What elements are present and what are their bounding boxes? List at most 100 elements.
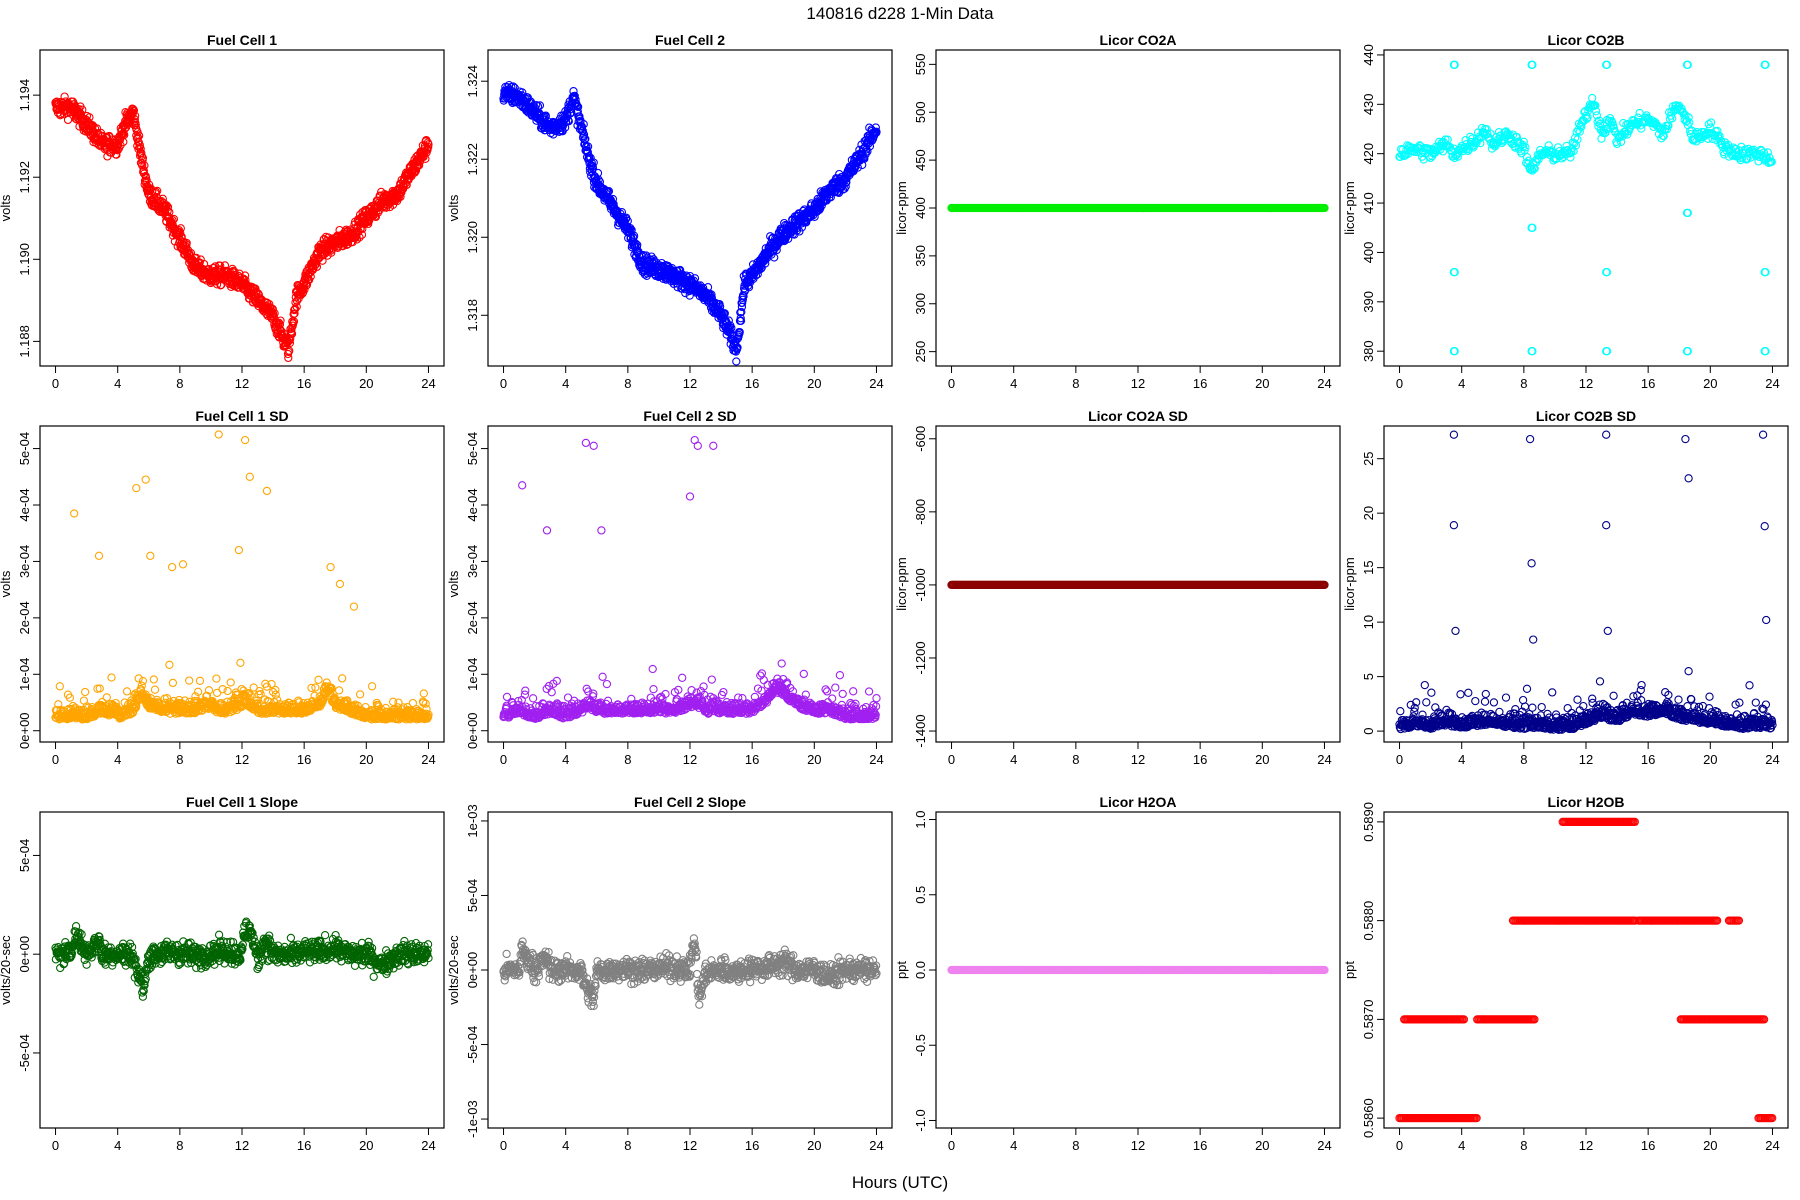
- x-tick-label: 24: [1317, 376, 1331, 391]
- x-tick-label: 12: [235, 376, 249, 391]
- data-point: [842, 178, 851, 187]
- y-tick-label: 440: [1361, 44, 1376, 66]
- y-tick-label: 4e-04: [465, 488, 480, 521]
- chart-panel: Fuel Cell 10 4 8 12 16 20 241.1881.1901.1921.1…: [0, 32, 445, 391]
- data-point: [707, 293, 716, 302]
- data-point: [421, 154, 430, 163]
- data-point: [583, 142, 593, 151]
- data-point: [140, 161, 149, 170]
- data-point: [131, 120, 140, 129]
- series-points: [1395, 60, 1776, 356]
- data-point: [424, 140, 433, 149]
- data-point: [744, 283, 754, 292]
- series-points: [51, 92, 433, 363]
- y-tick-label: 0e+00: [465, 712, 480, 749]
- x-tick-label: 16: [1641, 376, 1655, 391]
- data-point: [767, 250, 776, 259]
- data-point: [216, 261, 225, 270]
- data-point: [137, 152, 147, 161]
- x-tick-label: 24: [1765, 376, 1779, 391]
- data-point: [1507, 134, 1516, 144]
- data-point: [871, 123, 880, 132]
- data-point: [733, 343, 742, 352]
- data-point: [567, 108, 576, 117]
- data-point: [176, 228, 185, 237]
- y-tick-label: 420: [1361, 143, 1376, 165]
- x-tick-label: 12: [1579, 376, 1593, 391]
- data-point: [579, 120, 588, 129]
- figure-title: 140816 d228 1-Min Data: [806, 4, 994, 23]
- data-point: [113, 146, 122, 155]
- x-tick-label: 8: [176, 376, 183, 391]
- data-point: [285, 338, 295, 348]
- x-tick-label: 8: [1520, 376, 1527, 391]
- data-point: [601, 189, 611, 198]
- data-point: [579, 130, 589, 139]
- panel-title: Fuel Cell 1 SD: [195, 408, 288, 424]
- data-point: [292, 302, 301, 311]
- panel-title: Licor CO2A: [1099, 32, 1176, 48]
- x-tick-label: 12: [683, 752, 697, 767]
- x-tick-label: 24: [869, 376, 883, 391]
- x-tick-label: 8: [1072, 376, 1079, 391]
- data-point: [144, 180, 154, 189]
- y-axis-label: volts: [0, 194, 13, 221]
- y-tick-label: 430: [1361, 93, 1376, 115]
- y-axis-label: volts: [446, 194, 461, 221]
- y-tick-label: 4e-04: [17, 488, 32, 521]
- data-point: [270, 309, 279, 318]
- data-point: [1483, 129, 1492, 138]
- y-tick-label: 2e-04: [465, 601, 480, 634]
- series-points: [947, 203, 1329, 213]
- data-point: [142, 176, 151, 185]
- y-tick-label: 350: [913, 245, 928, 267]
- plot-frame: [935, 49, 1341, 367]
- x-tick-label: 8: [624, 376, 631, 391]
- data-point: [1491, 140, 1501, 149]
- x-tick-label: 0: [948, 376, 955, 391]
- y-tick-label: 550: [913, 54, 928, 76]
- data-point: [357, 230, 367, 239]
- data-point: [795, 227, 804, 236]
- data-point: [130, 115, 139, 124]
- x-tick-label: 20: [359, 752, 373, 767]
- y-tick-label: 1.322: [465, 143, 480, 176]
- data-point: [220, 261, 230, 270]
- data-point: [810, 212, 819, 221]
- y-tick-label: 380: [1361, 340, 1376, 362]
- data-point: [761, 259, 770, 268]
- data-point: [617, 208, 627, 217]
- panels-group: Fuel Cell 10 4 8 12 16 20 241.1881.1901.1921.1…: [0, 32, 1789, 1153]
- x-tick-label: 4: [114, 752, 121, 767]
- data-point: [608, 194, 618, 204]
- data-point: [135, 140, 144, 150]
- x-tick-label: 0: [500, 752, 507, 767]
- data-point: [414, 161, 424, 170]
- data-point: [240, 271, 250, 280]
- data-point: [163, 202, 173, 212]
- x-tick-label: 16: [297, 376, 311, 391]
- x-tick-label: 24: [421, 376, 435, 391]
- data-point: [1443, 135, 1452, 144]
- y-tick-label: 3e-04: [17, 545, 32, 578]
- data-point: [589, 158, 598, 167]
- data-point: [289, 317, 299, 326]
- x-tick-label: 24: [421, 752, 435, 767]
- x-tick-label: 8: [624, 752, 631, 767]
- y-axis-label: volts: [0, 570, 13, 597]
- data-point: [134, 131, 144, 140]
- data-point: [573, 107, 582, 116]
- data-point: [252, 288, 261, 297]
- y-tick-label: 1e-04: [17, 658, 32, 691]
- y-tick-label: 1.324: [465, 65, 480, 98]
- data-point: [735, 327, 744, 337]
- data-point: [588, 164, 598, 173]
- data-point: [577, 122, 587, 131]
- y-tick-label: 1.188: [17, 325, 32, 358]
- data-point: [736, 316, 746, 325]
- y-tick-label: 1.192: [17, 161, 32, 194]
- data-point: [677, 269, 686, 279]
- x-tick-label: 8: [176, 752, 183, 767]
